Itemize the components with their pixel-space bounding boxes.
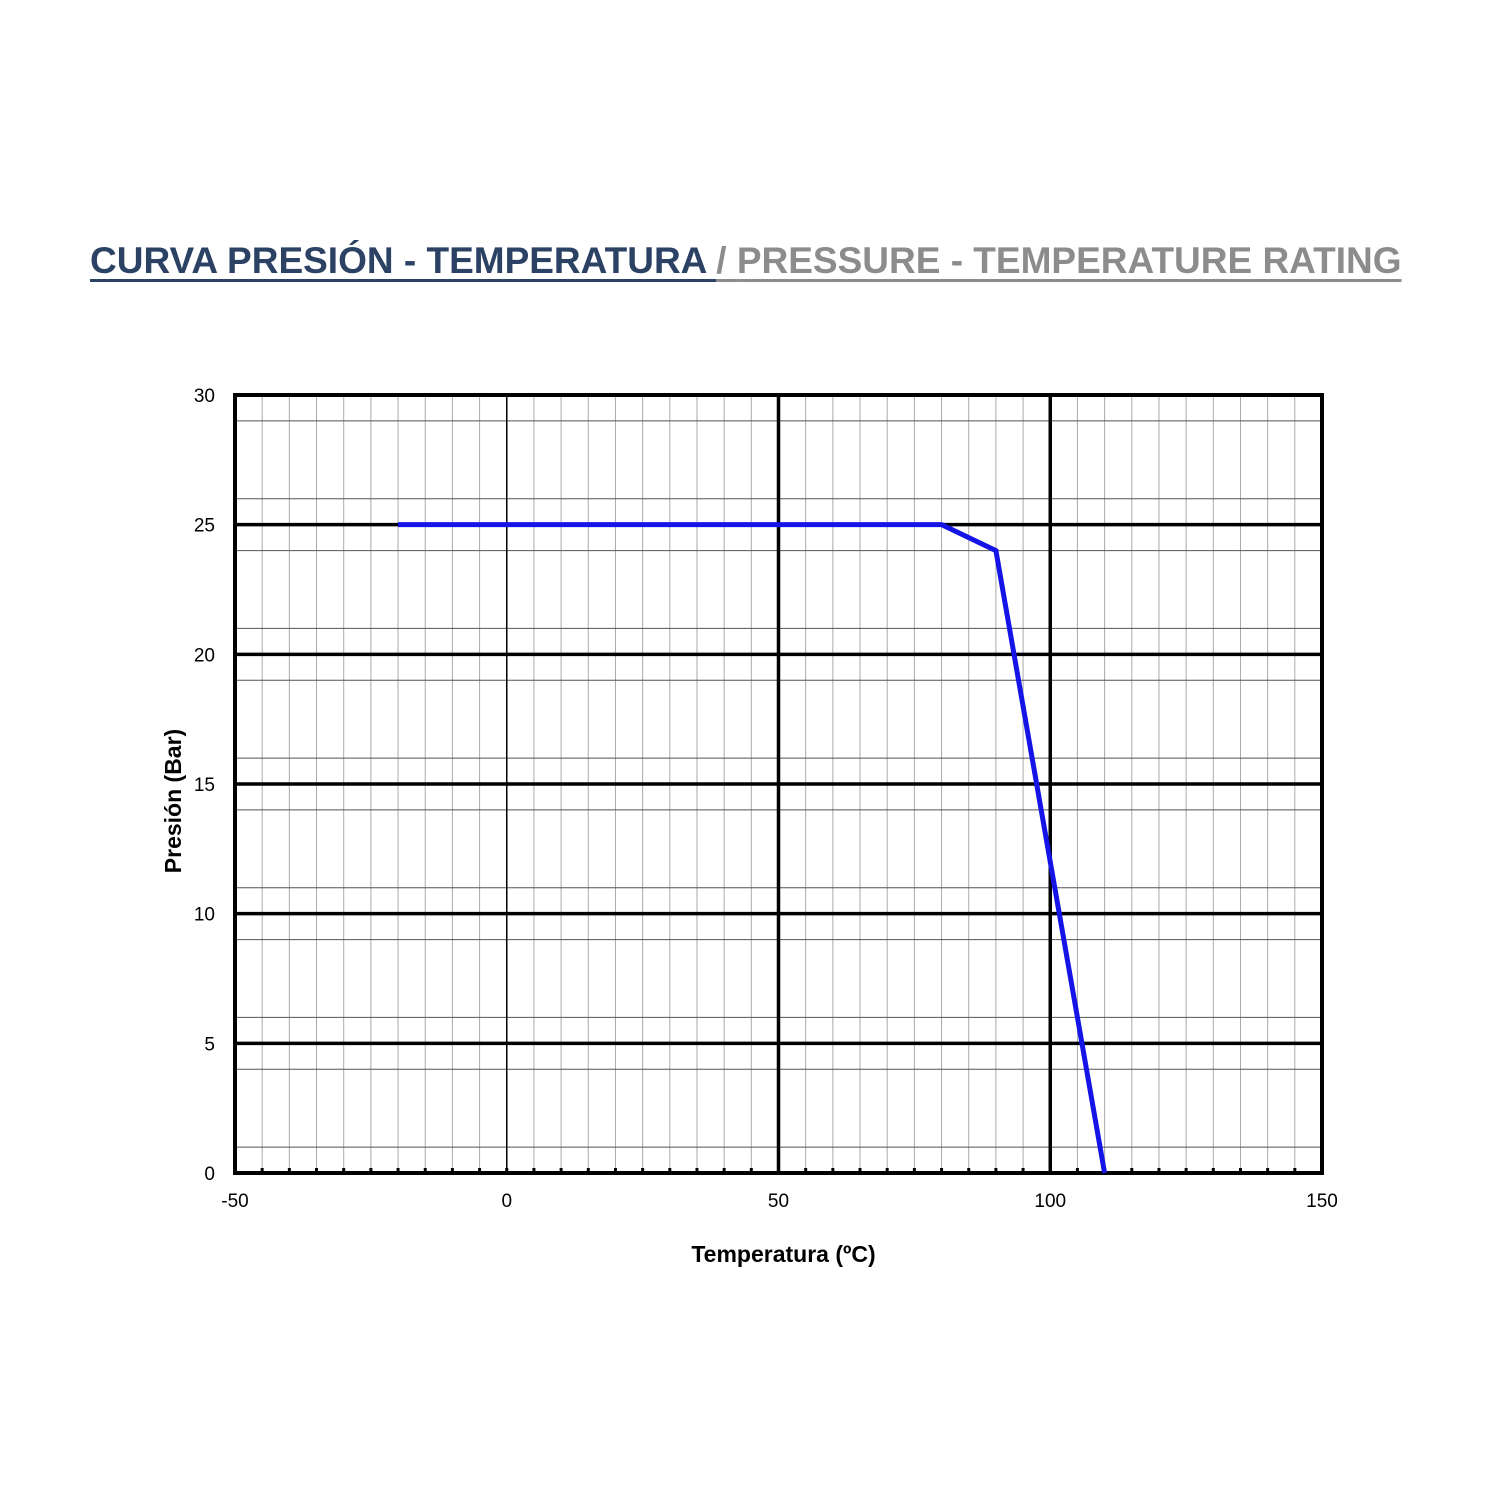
x-tick-label: 0 bbox=[501, 1191, 512, 1212]
y-axis-label: Presión (Bar) bbox=[160, 729, 186, 873]
title-english: PRESSURE - TEMPERATURE RATING bbox=[736, 240, 1402, 281]
page-title: CURVA PRESIÓN - TEMPERATURA / PRESSURE -… bbox=[90, 240, 1402, 282]
y-tick-label: 15 bbox=[194, 775, 215, 796]
x-tick-label: 150 bbox=[1306, 1191, 1338, 1212]
title-spanish: CURVA PRESIÓN - TEMPERATURA bbox=[90, 240, 717, 281]
y-tick-label: 5 bbox=[204, 1034, 215, 1055]
y-tick-label: 30 bbox=[194, 386, 215, 407]
tick-labels: -50 0 50 100 150 0 5 10 15 20 25 30 bbox=[194, 386, 1338, 1212]
y-tick-label: 25 bbox=[194, 516, 215, 537]
pressure-curve-line bbox=[398, 522, 1108, 1174]
x-tick-label: 50 bbox=[768, 1191, 789, 1212]
y-tick-label: 0 bbox=[204, 1164, 215, 1185]
y-tick-label: 10 bbox=[194, 905, 215, 926]
x-tick-label: 100 bbox=[1034, 1191, 1066, 1212]
y-tick-label: 20 bbox=[194, 645, 215, 666]
title-separator: / bbox=[716, 240, 737, 281]
x-tick-label: -50 bbox=[221, 1191, 248, 1212]
series-layer bbox=[398, 522, 1108, 1174]
x-axis-label: Temperatura (ºC) bbox=[691, 1241, 875, 1267]
